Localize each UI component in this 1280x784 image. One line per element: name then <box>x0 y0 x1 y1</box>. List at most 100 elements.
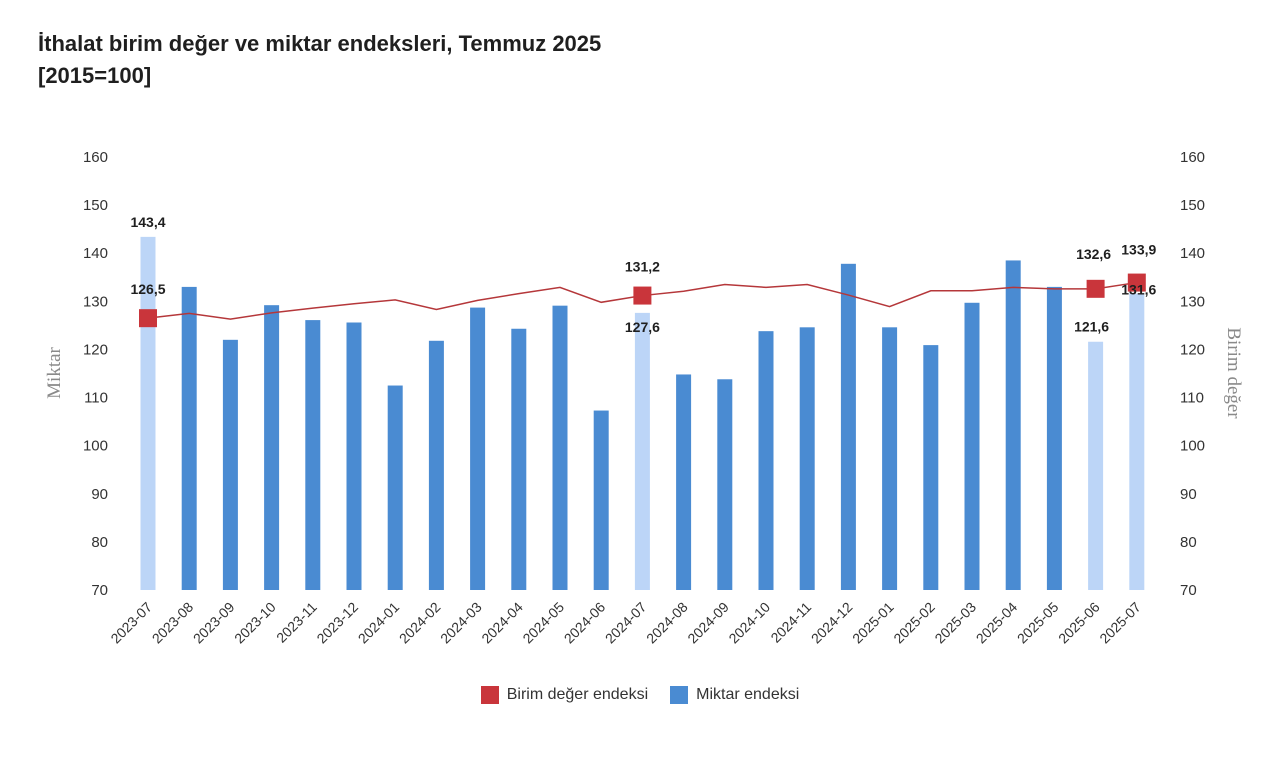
chart-title: İthalat birim değer ve miktar endeksleri… <box>38 31 602 56</box>
bar-2025-03[interactable] <box>964 302 980 590</box>
left-y-tick: 150 <box>83 197 108 214</box>
x-tick-2023-08: 2023-08 <box>149 599 197 647</box>
bar-label-2025-06: 121,6 <box>1074 319 1109 335</box>
right-y-tick: 100 <box>1180 438 1205 455</box>
line-label-2025-07: 133,9 <box>1121 242 1156 258</box>
x-axis-ticks: 2023-072023-082023-092023-102023-112023-… <box>107 599 1144 647</box>
right-y-tick: 80 <box>1180 534 1197 551</box>
bar-label-2024-07: 127,6 <box>625 319 660 335</box>
right-y-tick: 110 <box>1180 390 1204 407</box>
x-tick-2024-10: 2024-10 <box>725 599 773 647</box>
x-tick-2024-06: 2024-06 <box>561 599 609 647</box>
bar-2024-09[interactable] <box>717 379 733 590</box>
x-tick-2024-03: 2024-03 <box>437 599 485 647</box>
x-tick-2025-06: 2025-06 <box>1055 599 1103 647</box>
right-y-tick: 150 <box>1180 197 1205 214</box>
bar-2024-06[interactable] <box>593 410 609 590</box>
legend-swatch-miktar <box>670 686 689 704</box>
x-tick-2025-01: 2025-01 <box>849 599 897 647</box>
legend: Birim değer endeksi Miktar endeksi <box>0 686 1280 704</box>
x-tick-2024-09: 2024-09 <box>684 599 732 647</box>
left-y-tick: 130 <box>83 293 108 310</box>
left-y-axis: 70 80 90 100 110 120 130 140 150 160 <box>83 149 108 599</box>
left-y-tick: 120 <box>83 341 108 358</box>
line-marker-2025-06[interactable] <box>1086 279 1105 298</box>
chart-subtitle: [2015=100] <box>38 63 152 88</box>
legend-label-birim-deger: Birim değer endeksi <box>506 686 649 703</box>
line-label-2024-07: 131,2 <box>625 259 660 275</box>
bar-2025-06[interactable] <box>1088 341 1104 590</box>
bar-2023-10[interactable] <box>264 305 280 590</box>
x-tick-2024-07: 2024-07 <box>602 599 650 647</box>
bar-2024-07[interactable] <box>634 312 650 590</box>
x-tick-2023-12: 2023-12 <box>313 599 361 647</box>
x-tick-2024-05: 2024-05 <box>519 599 567 647</box>
bar-2024-12[interactable] <box>840 263 856 590</box>
left-y-tick: 80 <box>91 534 108 551</box>
bar-2025-02[interactable] <box>923 345 939 590</box>
legend-label-miktar: Miktar endeksi <box>696 686 800 703</box>
x-tick-2023-07: 2023-07 <box>107 599 155 647</box>
left-y-tick: 100 <box>83 438 108 455</box>
bar-label-2023-07: 143,4 <box>130 214 165 230</box>
bar-2024-08[interactable] <box>676 374 692 590</box>
line-markers <box>139 273 1146 328</box>
x-tick-2025-07: 2025-07 <box>1096 599 1144 647</box>
x-tick-2025-03: 2025-03 <box>931 599 979 647</box>
bar-series <box>140 236 1145 590</box>
x-tick-2023-10: 2023-10 <box>231 599 279 647</box>
bar-2024-05[interactable] <box>552 305 568 590</box>
bar-2023-12[interactable] <box>346 322 362 590</box>
legend-item-miktar[interactable]: Miktar endeksi <box>670 686 799 704</box>
line-marker-2024-07[interactable] <box>633 286 652 305</box>
right-y-tick: 160 <box>1180 149 1205 166</box>
x-tick-2025-02: 2025-02 <box>890 599 938 647</box>
left-y-tick: 140 <box>83 245 108 262</box>
x-tick-2024-12: 2024-12 <box>808 599 856 647</box>
x-tick-2023-11: 2023-11 <box>273 599 320 646</box>
bar-label-2025-07: 131,6 <box>1121 282 1156 298</box>
right-y-tick: 90 <box>1180 486 1197 503</box>
bar-2023-11[interactable] <box>305 320 321 590</box>
bar-2024-04[interactable] <box>511 328 527 590</box>
right-y-tick: 70 <box>1180 582 1197 599</box>
bar-2024-11[interactable] <box>799 327 815 590</box>
left-y-tick: 70 <box>91 582 108 599</box>
bar-2024-10[interactable] <box>758 331 774 590</box>
x-tick-2024-04: 2024-04 <box>478 599 526 647</box>
right-y-axis: 70 80 90 100 110 120 130 140 150 160 <box>1180 149 1205 599</box>
bar-2025-05[interactable] <box>1046 286 1062 590</box>
x-tick-2024-08: 2024-08 <box>643 599 691 647</box>
line-label-2023-07: 126,5 <box>130 281 165 297</box>
chart-title-block: İthalat birim değer ve miktar endeksleri… <box>38 28 601 92</box>
line-marker-2025-07[interactable] <box>1127 273 1146 292</box>
combo-chart: 70 80 90 100 110 120 130 140 150 160 70 80 90 100 110… <box>44 149 1244 647</box>
x-tick-2023-09: 2023-09 <box>190 599 238 647</box>
legend-swatch-birim-deger <box>480 686 499 704</box>
x-tick-2025-04: 2025-04 <box>973 599 1021 647</box>
line-label-2025-06: 132,6 <box>1076 246 1111 262</box>
left-y-tick: 90 <box>91 486 108 503</box>
right-y-tick: 130 <box>1180 293 1205 310</box>
x-tick-2025-05: 2025-05 <box>1014 599 1062 647</box>
bar-2025-07[interactable] <box>1129 293 1145 590</box>
right-y-tick: 140 <box>1180 245 1205 262</box>
left-y-tick: 160 <box>83 149 108 166</box>
legend-item-birim-deger[interactable]: Birim değer endeksi <box>480 686 649 704</box>
line-marker-2023-07[interactable] <box>139 309 157 328</box>
bar-2025-04[interactable] <box>1005 260 1021 590</box>
x-tick-2024-01: 2024-01 <box>355 599 403 647</box>
bar-2024-01[interactable] <box>387 385 403 590</box>
right-y-tick: 120 <box>1180 341 1205 358</box>
bar-2024-03[interactable] <box>470 307 486 590</box>
right-axis-title: Birim değer <box>1223 327 1244 419</box>
bar-2023-09[interactable] <box>222 339 238 590</box>
data-labels: 143,4 127,6 121,6 131,6 126,5 131,2 132,6 133,9 <box>130 214 1156 335</box>
left-y-tick: 110 <box>84 390 108 407</box>
left-axis-title: Miktar <box>44 346 65 398</box>
x-tick-2024-11: 2024-11 <box>767 599 814 646</box>
bar-2025-01[interactable] <box>882 327 898 590</box>
x-tick-2024-02: 2024-02 <box>396 599 444 647</box>
bar-2023-08[interactable] <box>181 286 197 590</box>
bar-2024-02[interactable] <box>428 340 444 590</box>
